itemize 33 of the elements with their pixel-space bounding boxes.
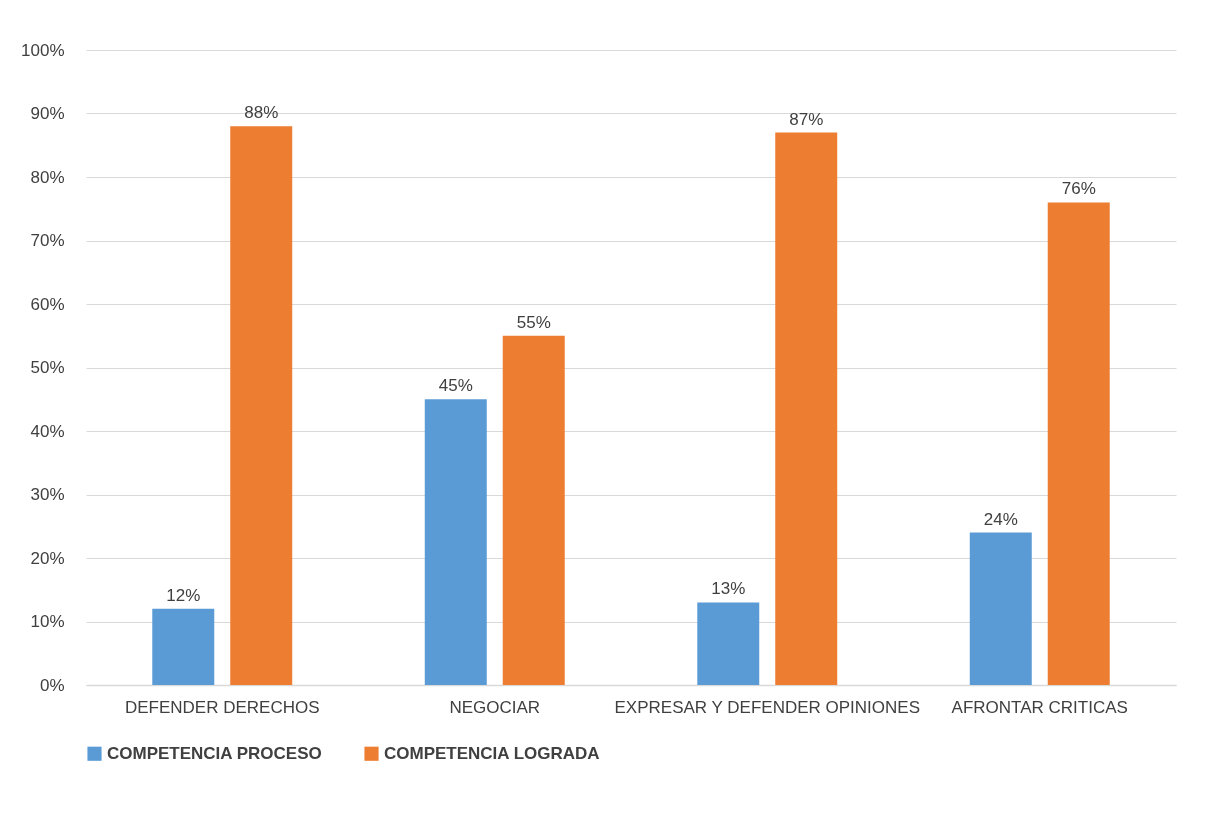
data-label: 87% bbox=[789, 109, 824, 129]
y-tick-label: 50% bbox=[30, 358, 65, 377]
bar bbox=[697, 602, 760, 685]
y-tick-label: 10% bbox=[30, 612, 65, 631]
data-label: 45% bbox=[438, 376, 473, 396]
x-tick-label: NEGOCIAR bbox=[449, 697, 541, 717]
bar bbox=[230, 126, 293, 685]
y-tick-label: 60% bbox=[30, 294, 65, 314]
data-label: 13% bbox=[711, 579, 746, 599]
y-tick-label: 20% bbox=[30, 548, 65, 568]
data-label: 76% bbox=[1061, 179, 1096, 199]
data-label: 88% bbox=[244, 103, 279, 123]
bar bbox=[969, 532, 1032, 685]
bar bbox=[775, 132, 838, 685]
bar bbox=[424, 399, 487, 685]
data-label: 12% bbox=[166, 585, 201, 605]
bar bbox=[152, 608, 215, 685]
data-label: 55% bbox=[516, 312, 551, 332]
y-tick-label: 0% bbox=[39, 675, 65, 695]
data-label: 24% bbox=[983, 509, 1018, 529]
y-tick-label: 80% bbox=[30, 167, 65, 187]
y-tick-label: 90% bbox=[30, 104, 65, 123]
x-tick-label: DEFENDER DERECHOS bbox=[124, 697, 320, 717]
x-tick-label: AFRONTAR CRITICAS bbox=[951, 697, 1128, 717]
bar bbox=[502, 335, 565, 685]
y-tick-label: 100% bbox=[21, 40, 65, 60]
legend-label: COMPETENCIA LOGRADA bbox=[384, 743, 600, 763]
y-tick-label: 40% bbox=[30, 421, 65, 441]
x-tick-label: EXPRESAR Y DEFENDER OPINIONES bbox=[614, 697, 920, 717]
legend-label: COMPETENCIA PROCESO bbox=[107, 743, 322, 763]
bar bbox=[1047, 202, 1110, 685]
y-tick-label: 70% bbox=[30, 231, 65, 250]
y-tick-label: 30% bbox=[30, 485, 65, 504]
